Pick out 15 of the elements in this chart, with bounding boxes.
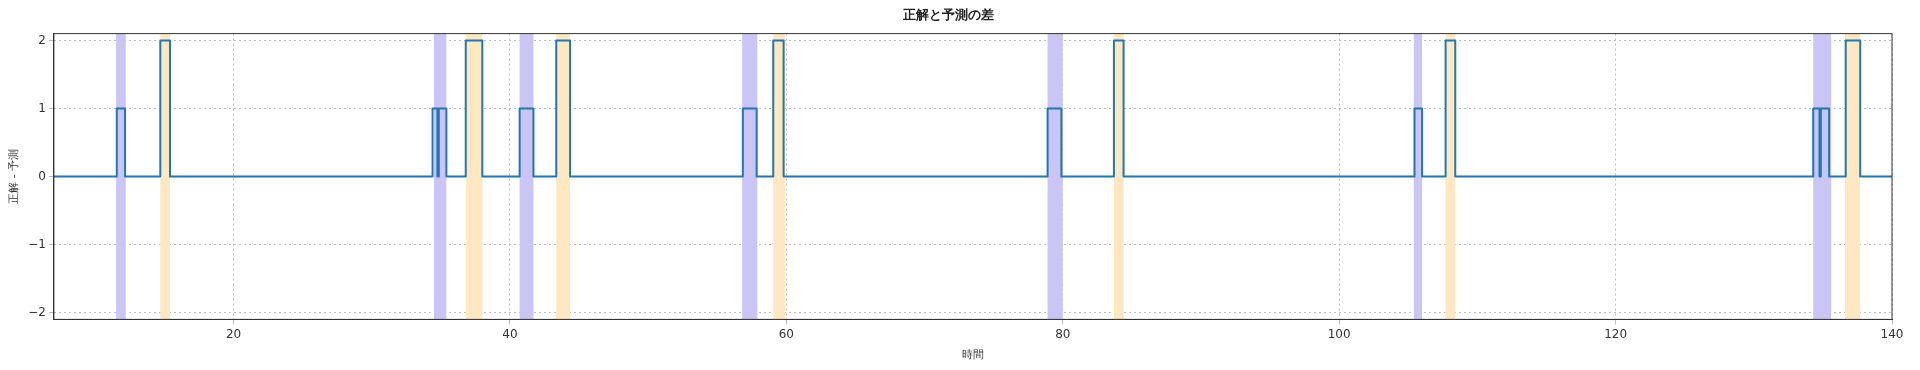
y-tick-label: −1 (28, 236, 46, 251)
x-tick-label: 80 (1055, 326, 1071, 341)
x-axis-title: 時間 (961, 348, 984, 362)
y-tick-label: 0 (38, 168, 46, 183)
x-tick-label: 100 (1327, 326, 1351, 341)
y-tick-label: 2 (38, 32, 46, 47)
x-tick-label: 60 (778, 326, 795, 341)
x-tick-label: 20 (225, 326, 242, 341)
y-tick-label: −2 (28, 304, 46, 319)
y-axis-title: 正解 - 予測 (7, 149, 21, 204)
x-tick-label: 140 (1880, 326, 1904, 341)
chart-title: 正解と予測の差 (901, 7, 994, 23)
x-tick-label: 120 (1604, 326, 1628, 341)
y-tick-label: 1 (38, 100, 46, 115)
x-tick-label: 40 (502, 326, 518, 341)
